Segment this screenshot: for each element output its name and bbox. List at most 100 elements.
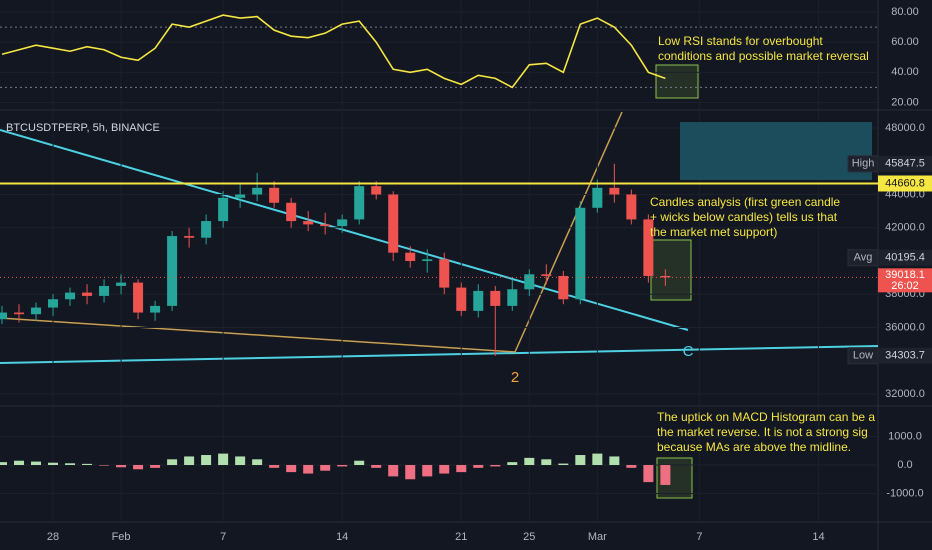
histogram-bar <box>0 462 7 465</box>
x-tick-label: 14 <box>336 531 348 543</box>
histogram-bar <box>422 465 433 477</box>
histogram-bar <box>150 465 161 468</box>
histogram-bar <box>286 465 297 473</box>
candle-body <box>82 292 93 296</box>
histogram-bar <box>405 465 416 480</box>
histogram-bar <box>388 465 399 477</box>
histogram-bar <box>371 465 382 468</box>
histogram-bar <box>626 465 637 468</box>
candle-body <box>541 274 552 276</box>
annotation: the market reverse. It is not a strong s… <box>657 425 868 439</box>
y-tick-label: 60.00 <box>891 36 919 48</box>
histogram-bar <box>31 461 42 465</box>
highlight-box <box>655 64 699 99</box>
histogram-bar <box>575 455 586 465</box>
y-tick-label: 20.00 <box>891 96 919 108</box>
candle-body <box>201 221 212 238</box>
histogram-bar <box>116 465 127 468</box>
histogram-bar <box>592 453 603 465</box>
y-tick-label: 36000.0 <box>885 321 925 333</box>
candle-body <box>388 194 399 253</box>
symbol-title: BTCUSDTPERP, 5h, BINANCE <box>6 122 160 134</box>
histogram-bar <box>167 459 178 465</box>
candle-body <box>0 312 7 320</box>
candle-body <box>371 186 382 195</box>
histogram-bar <box>609 456 620 465</box>
y-tick-label: 80.00 <box>891 6 919 18</box>
candle-body <box>643 219 654 276</box>
candle-body <box>439 259 450 288</box>
histogram-bar <box>99 465 110 466</box>
candle-body <box>184 236 195 238</box>
candle-body <box>320 224 331 227</box>
histogram-bar <box>14 460 25 465</box>
candle-body <box>337 219 348 227</box>
candle-body <box>473 290 484 311</box>
y-tick-label: -1000.0 <box>886 487 923 499</box>
avg-value-bg <box>878 249 932 266</box>
high-value: 45847.5 <box>885 158 925 170</box>
avg-value: 40195.4 <box>885 252 925 264</box>
x-tick-label: Mar <box>588 531 607 543</box>
histogram-bar <box>456 465 467 473</box>
candle-body <box>150 305 161 313</box>
candle-body <box>65 292 76 300</box>
candle-body <box>575 207 586 300</box>
histogram-bar <box>354 460 365 465</box>
histogram-bar <box>82 463 93 465</box>
trendline <box>0 345 878 364</box>
y-tick-label: 1000.0 <box>888 430 922 442</box>
trendline <box>0 317 516 353</box>
annotation: The uptick on MACD Histogram can be a <box>657 410 875 424</box>
histogram-bar <box>133 465 144 470</box>
plot: This resistance level (44 600$)can be co… <box>0 14 878 499</box>
histogram-bar <box>541 459 552 465</box>
histogram-bar <box>320 465 331 471</box>
candle-body <box>99 285 110 296</box>
candle-body <box>133 282 144 313</box>
histogram-bar <box>252 459 263 465</box>
histogram-bar <box>660 465 671 485</box>
candle-body <box>303 221 314 225</box>
candle-body <box>252 187 263 195</box>
trendline <box>0 129 689 331</box>
histogram-bar <box>303 465 314 474</box>
price-label-bg <box>878 175 932 192</box>
high-tag: High <box>852 158 875 170</box>
candle-body <box>456 287 467 311</box>
last-price: 39018.1 <box>885 269 925 281</box>
candle-body <box>354 186 365 220</box>
wave-label: C <box>683 343 694 360</box>
low-tag: Low <box>853 350 873 362</box>
y-tick-label: 48000.0 <box>885 122 925 134</box>
y-tick-label: 32000.0 <box>885 388 925 400</box>
candle-body <box>609 187 620 195</box>
low-value: 34303.7 <box>885 350 925 362</box>
x-tick-label: 21 <box>455 531 467 543</box>
candle-body <box>405 252 416 261</box>
note-box <box>680 122 872 180</box>
last-price-bg <box>878 268 932 293</box>
histogram-bar <box>558 463 569 465</box>
histogram-bar <box>507 462 518 465</box>
candle-body <box>592 187 603 208</box>
highlight-box <box>650 239 692 301</box>
candle-body <box>422 259 433 261</box>
x-tick-label: 25 <box>523 531 535 543</box>
low-value-bg <box>878 347 932 364</box>
candle-body <box>235 194 246 198</box>
avg-tag: Avg <box>854 252 873 264</box>
candle-body <box>524 274 535 290</box>
histogram-bar <box>524 457 535 465</box>
histogram-bar <box>201 455 212 465</box>
histogram-bar <box>184 456 195 465</box>
annotation: Low RSI stands for overbought <box>658 34 823 48</box>
candle-body <box>626 194 637 220</box>
histogram-bar <box>439 465 450 474</box>
histogram-bar <box>48 462 59 465</box>
annotation: + wicks below candles) tells us that <box>650 210 838 224</box>
histogram-bar <box>337 465 348 467</box>
candle-body <box>31 307 42 315</box>
